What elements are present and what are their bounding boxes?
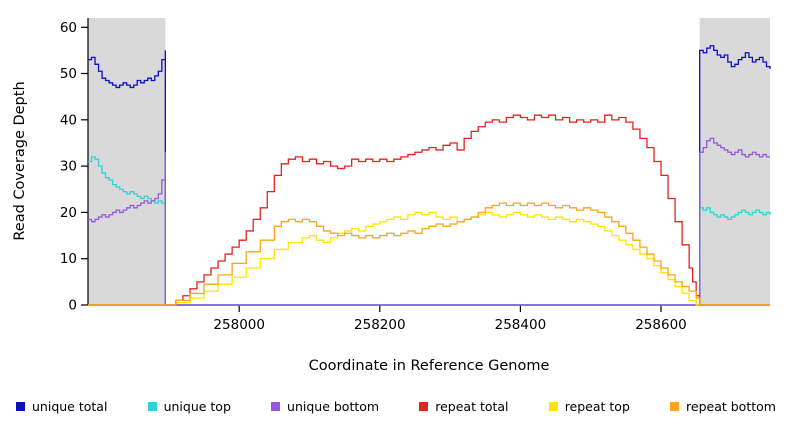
y-tick-label: 20 bbox=[60, 205, 77, 221]
x-axis-title: Coordinate in Reference Genome bbox=[308, 358, 550, 374]
y-tick-label: 0 bbox=[68, 298, 77, 314]
x-tick-label: 258000 bbox=[213, 317, 265, 333]
series-unique-bottom bbox=[88, 137, 770, 306]
x-tick-label: 258200 bbox=[354, 317, 406, 333]
series-unique-total bbox=[88, 45, 771, 306]
legend-swatch-repeat-bottom bbox=[670, 402, 680, 411]
legend-swatch-unique-bottom bbox=[271, 402, 281, 411]
legend-swatch-unique-total bbox=[16, 402, 25, 411]
legend-label: unique total bbox=[32, 399, 108, 414]
legend-item-unique-total: unique total bbox=[16, 399, 107, 414]
x-tick-label: 258600 bbox=[635, 317, 687, 333]
legend: unique total unique top unique bottom repea… bbox=[0, 399, 792, 414]
legend-item-repeat-total: repeat total bbox=[419, 399, 509, 414]
coverage-plot: 0 10 20 30 40 50 60 258000 258200 258400 258600 bbox=[60, 18, 771, 333]
legend-item-unique-bottom: unique bottom bbox=[271, 399, 379, 414]
x-tick-label: 258400 bbox=[495, 317, 547, 333]
y-axis-title: Read Coverage Depth bbox=[12, 81, 28, 241]
unique-region-right bbox=[699, 18, 770, 305]
legend-label: unique top bbox=[163, 399, 231, 414]
y-tick-label: 50 bbox=[60, 66, 77, 82]
y-tick-label: 40 bbox=[60, 112, 77, 128]
legend-swatch-unique-top bbox=[147, 402, 157, 411]
y-tick-label: 30 bbox=[60, 159, 77, 175]
legend-item-repeat-top: repeat top bbox=[548, 399, 630, 414]
legend-item-unique-top: unique top bbox=[147, 399, 231, 414]
series-repeat-total bbox=[88, 114, 770, 306]
unique-region-left bbox=[88, 18, 166, 305]
legend-swatch-repeat-top bbox=[548, 402, 558, 411]
legend-item-repeat-bottom: repeat bottom bbox=[670, 399, 776, 414]
y-tick-label: 60 bbox=[60, 20, 77, 36]
legend-swatch-repeat-total bbox=[419, 402, 429, 411]
legend-label: repeat bottom bbox=[686, 399, 776, 414]
legend-label: unique bottom bbox=[287, 399, 380, 414]
series-repeat-bottom bbox=[88, 202, 770, 306]
legend-label: repeat total bbox=[435, 399, 509, 414]
legend-label: repeat top bbox=[564, 399, 630, 414]
y-tick-label: 10 bbox=[60, 251, 77, 267]
